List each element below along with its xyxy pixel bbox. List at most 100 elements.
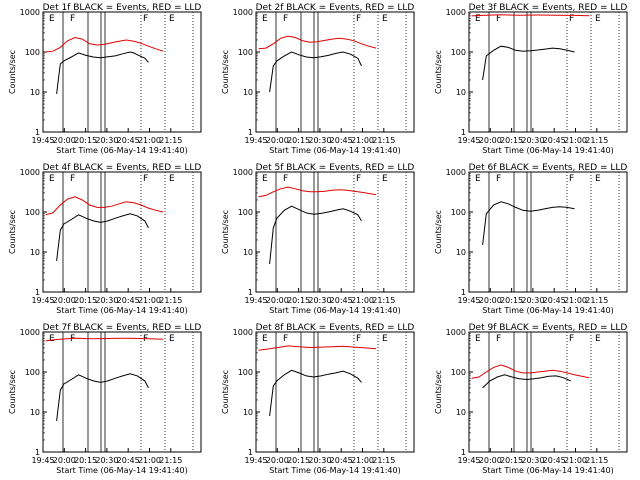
y-tick-label: 1: [35, 448, 40, 457]
event-marker: E: [475, 334, 481, 344]
y-axis-label: Counts/sec: [434, 210, 443, 254]
x-tick-label: 20:15: [74, 136, 97, 145]
y-tick-label: 1: [248, 128, 253, 137]
events-series-line: [482, 45, 575, 81]
plot-frame: [468, 11, 628, 133]
event-marker: E: [382, 14, 388, 24]
plot-frame: [42, 171, 202, 293]
x-tick-label: 20:30: [308, 456, 331, 465]
events-series-line: [269, 369, 362, 416]
x-tick-label: 20:00: [266, 456, 289, 465]
y-tick-label: 10: [243, 248, 253, 257]
event-marker: F: [283, 174, 288, 184]
event-marker: F: [70, 174, 75, 184]
x-tick-label: 20:00: [479, 456, 502, 465]
event-marker: F: [356, 14, 361, 24]
y-tick-label: 1: [35, 288, 40, 297]
lld-series-line: [258, 186, 377, 198]
x-tick-label: 21:15: [585, 456, 608, 465]
event-marker: F: [143, 14, 148, 24]
y-tick-label: 100: [451, 208, 466, 217]
x-tick-label: 21:00: [351, 296, 374, 305]
x-tick-label: 20:30: [521, 456, 544, 465]
y-tick-label: 10: [456, 88, 466, 97]
x-tick-label: 21:15: [585, 296, 608, 305]
x-axis-label: Start Time (06-May-14 19:41:40): [269, 306, 400, 315]
y-tick-label: 10: [30, 88, 40, 97]
x-axis-label: Start Time (06-May-14 19:41:40): [482, 146, 613, 155]
plot-frame: [42, 11, 202, 133]
event-marker: F: [70, 334, 75, 344]
x-tick-label: 20:45: [543, 296, 566, 305]
x-tick-label: 19:45: [31, 456, 54, 465]
events-series-line: [56, 373, 149, 421]
event-marker: E: [49, 174, 55, 184]
x-tick-label: 20:30: [521, 296, 544, 305]
event-marker: F: [496, 334, 501, 344]
y-tick-label: 1: [35, 128, 40, 137]
lld-series-line: [471, 14, 590, 17]
event-marker: E: [595, 14, 601, 24]
events-series-line: [482, 201, 575, 246]
event-marker: E: [475, 174, 481, 184]
y-axis-label: Counts/sec: [8, 370, 17, 414]
x-tick-label: 19:45: [457, 456, 480, 465]
y-axis-label: Counts/sec: [434, 370, 443, 414]
x-tick-label: 21:15: [372, 456, 395, 465]
x-tick-label: 21:00: [564, 456, 587, 465]
x-tick-label: 19:45: [457, 296, 480, 305]
panel-title: Det 6f BLACK = Events, RED = LLD: [469, 163, 628, 173]
lld-series-line: [258, 345, 377, 351]
x-tick-label: 21:00: [564, 136, 587, 145]
x-axis-label: Start Time (06-May-14 19:41:40): [56, 306, 187, 315]
event-marker: F: [496, 174, 501, 184]
x-tick-label: 21:15: [372, 296, 395, 305]
x-tick-label: 21:15: [159, 296, 182, 305]
y-tick-label: 1: [461, 128, 466, 137]
y-tick-label: 1000: [20, 168, 40, 177]
y-axis-label: Counts/sec: [8, 50, 17, 94]
lld-series-line: [45, 337, 164, 342]
y-tick-label: 1000: [20, 8, 40, 17]
x-tick-label: 21:00: [138, 136, 161, 145]
x-tick-label: 20:00: [479, 296, 502, 305]
y-tick-label: 1000: [446, 8, 466, 17]
y-tick-label: 1: [248, 288, 253, 297]
event-marker: F: [496, 14, 501, 24]
event-marker: F: [356, 174, 361, 184]
y-tick-label: 10: [30, 408, 40, 417]
y-tick-label: 100: [25, 48, 40, 57]
x-tick-label: 21:15: [372, 136, 395, 145]
plot-frame: [255, 331, 415, 453]
x-tick-label: 20:15: [500, 136, 523, 145]
panel-title: Det 1f BLACK = Events, RED = LLD: [43, 3, 202, 13]
x-tick-label: 20:00: [53, 296, 76, 305]
y-axis-label: Counts/sec: [434, 50, 443, 94]
plot-frame: [42, 331, 202, 453]
x-tick-label: 20:30: [308, 296, 331, 305]
x-axis-label: Start Time (06-May-14 19:41:40): [482, 466, 613, 475]
x-tick-label: 20:00: [53, 456, 76, 465]
x-tick-label: 20:15: [500, 456, 523, 465]
panel-title: Det 7f BLACK = Events, RED = LLD: [43, 323, 202, 333]
x-tick-label: 21:00: [138, 456, 161, 465]
x-tick-label: 21:00: [351, 456, 374, 465]
panel-title: Det 5f BLACK = Events, RED = LLD: [256, 163, 415, 173]
y-tick-label: 10: [243, 408, 253, 417]
y-tick-label: 100: [25, 368, 40, 377]
panel-title: Det 8f BLACK = Events, RED = LLD: [256, 323, 415, 333]
events-series-line: [56, 213, 149, 261]
y-tick-label: 100: [451, 368, 466, 377]
panel-title: Det 4f BLACK = Events, RED = LLD: [43, 163, 202, 173]
lld-series-line: [45, 196, 164, 216]
x-tick-label: 20:45: [117, 456, 140, 465]
x-tick-label: 21:00: [564, 296, 587, 305]
x-tick-label: 20:45: [543, 456, 566, 465]
x-tick-label: 21:15: [585, 136, 608, 145]
